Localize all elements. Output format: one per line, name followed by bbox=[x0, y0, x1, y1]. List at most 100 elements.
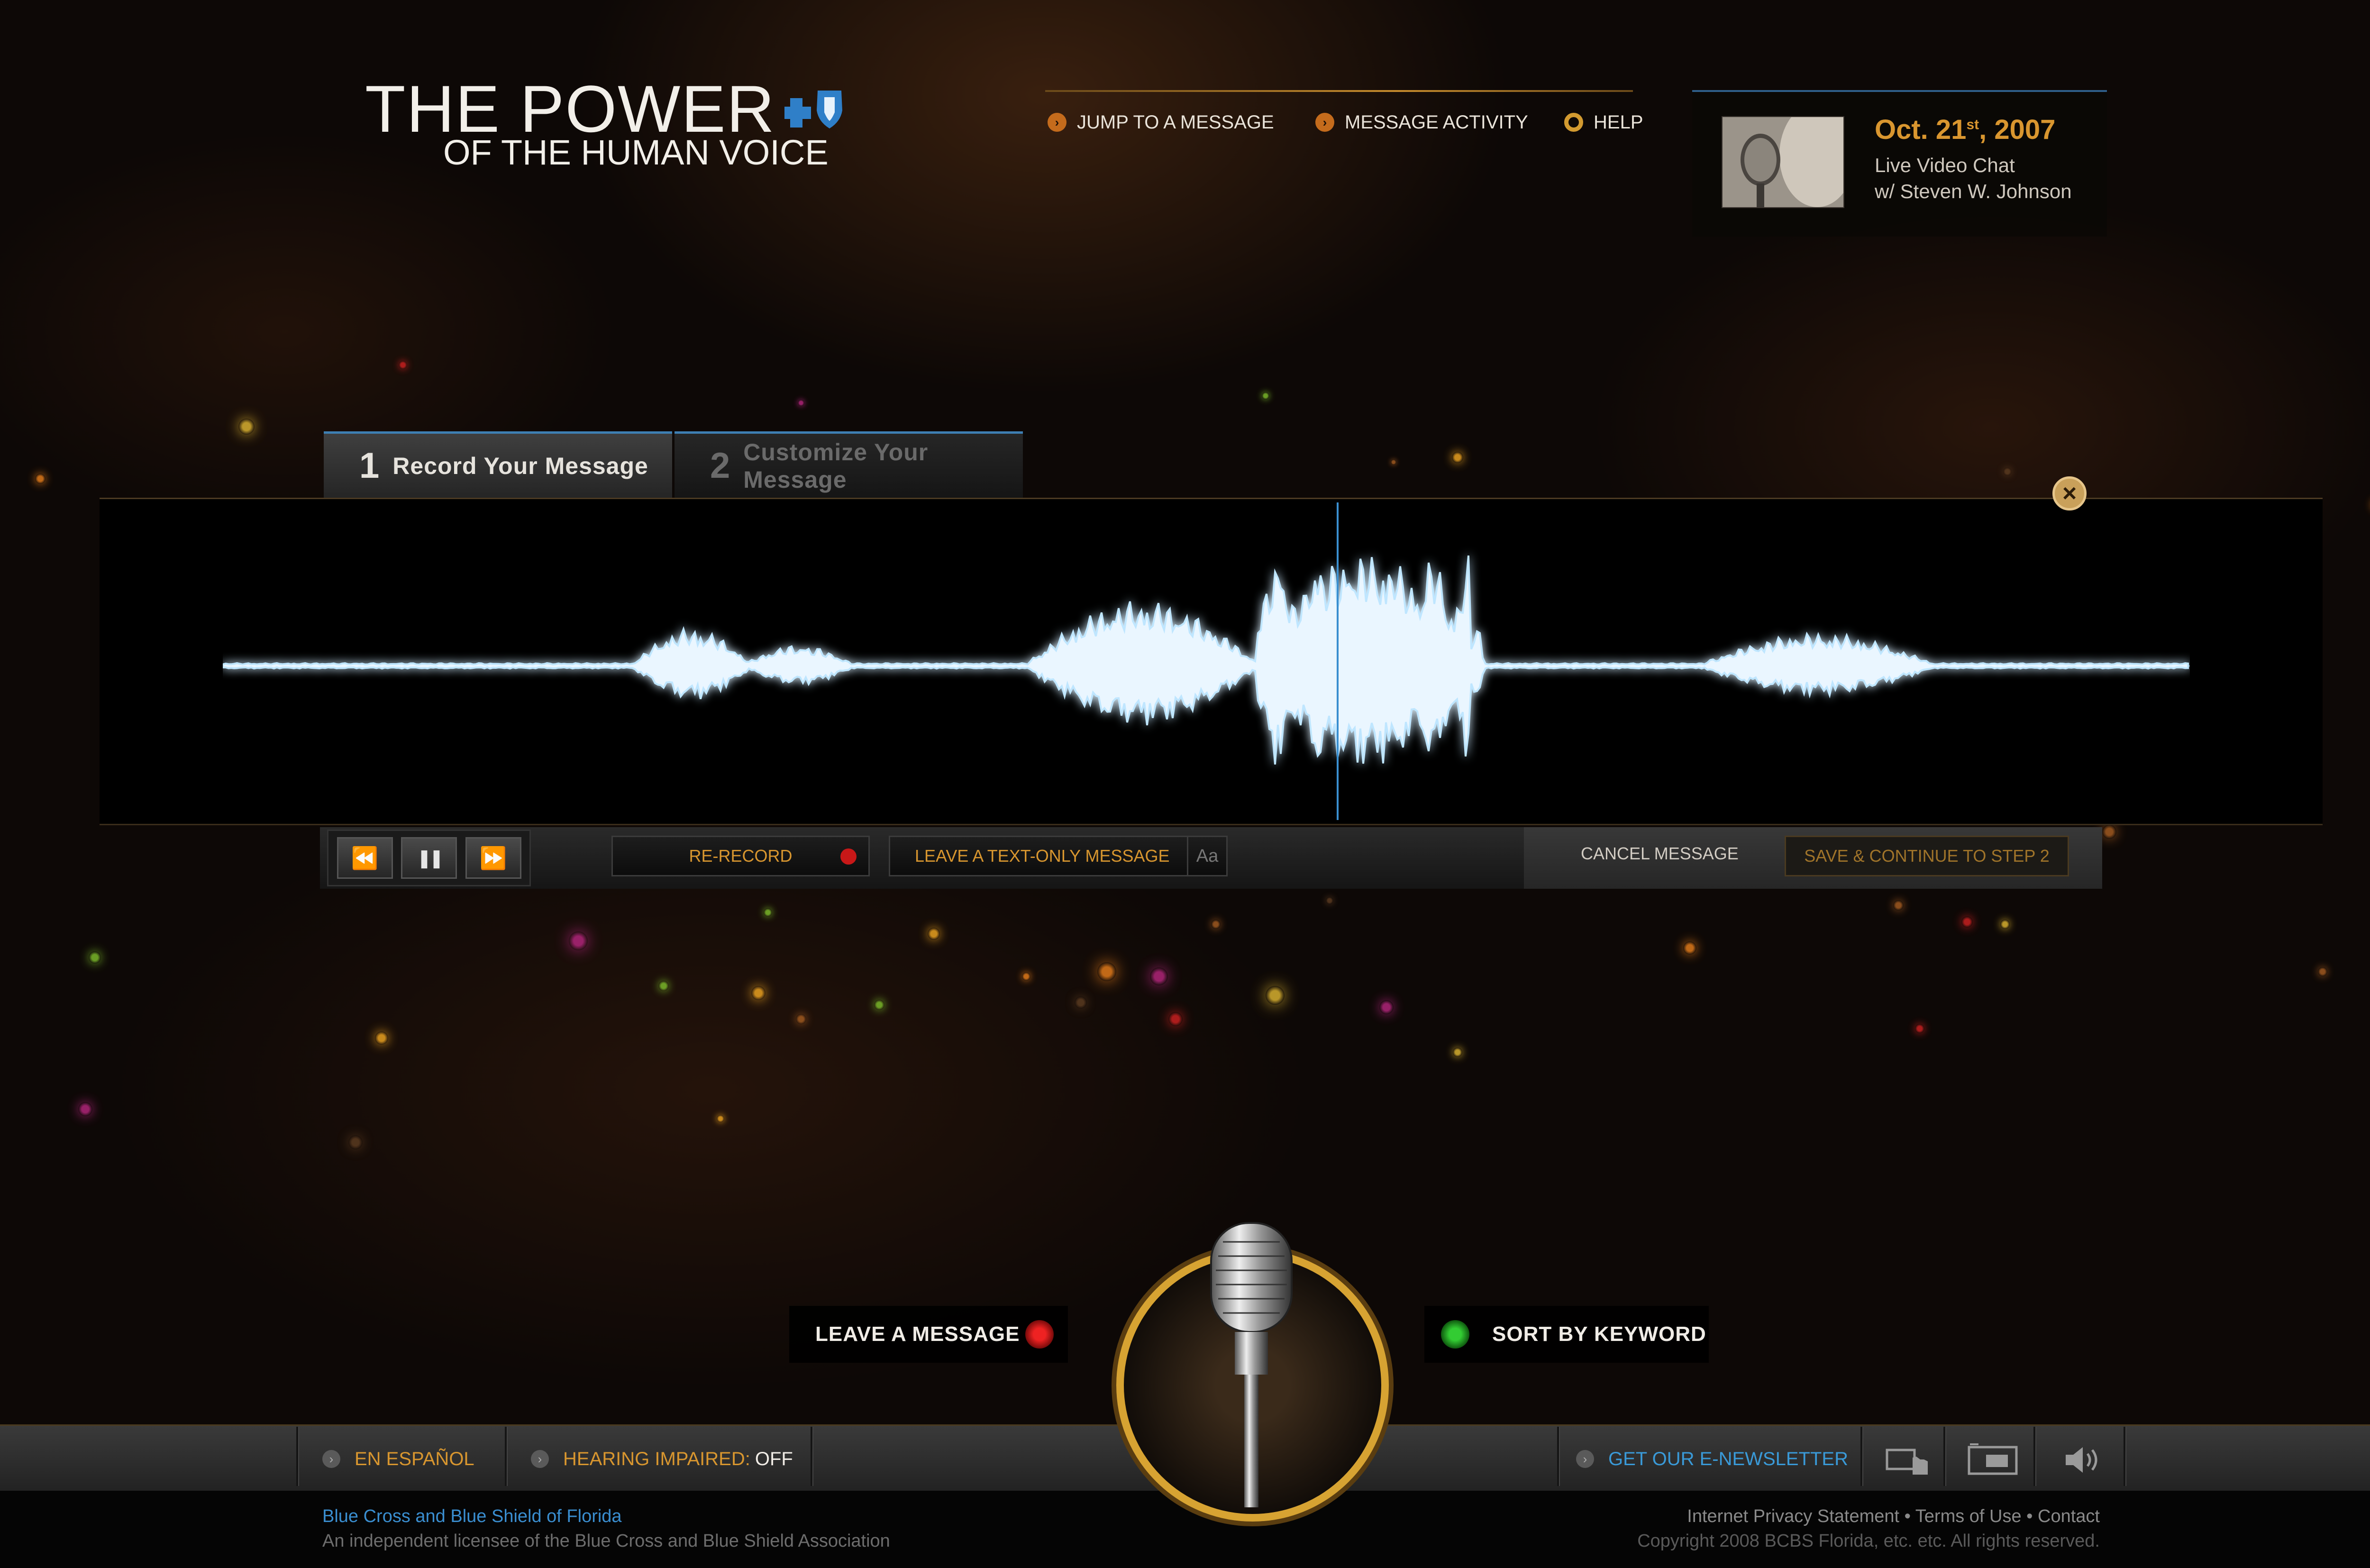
newsletter-label: GET OUR E-NEWSLETTER bbox=[1608, 1448, 1848, 1469]
nav-top-rule bbox=[1045, 90, 1633, 92]
particle bbox=[751, 986, 766, 1000]
tab-customize-message[interactable]: 2 Customize Your Message bbox=[675, 431, 1023, 498]
chevron-right-icon: › bbox=[531, 1450, 549, 1468]
playhead[interactable] bbox=[1337, 502, 1339, 820]
legal-links[interactable]: Internet Privacy Statement • Terms of Us… bbox=[1687, 1506, 2100, 1526]
particle bbox=[2003, 467, 2012, 476]
particle bbox=[1266, 986, 1285, 1005]
particle bbox=[1326, 897, 1333, 904]
particle bbox=[238, 419, 255, 435]
nav-help[interactable]: HELP bbox=[1564, 109, 1643, 136]
transport-controls: ⏪ ❚❚ ⏩ bbox=[327, 830, 531, 886]
pause-icon: ❚❚ bbox=[417, 848, 444, 868]
sort-by-keyword-button[interactable]: SORT BY KEYWORD bbox=[1424, 1306, 1709, 1363]
microphone-icon bbox=[1210, 1222, 1293, 1507]
particle bbox=[764, 908, 772, 917]
particle bbox=[1262, 392, 1269, 400]
fast-forward-icon: ⏩ bbox=[479, 845, 507, 870]
leave-message-label: LEAVE A MESSAGE bbox=[815, 1322, 1020, 1346]
particle bbox=[1097, 962, 1116, 981]
ring-icon bbox=[1564, 113, 1583, 132]
cancel-message-button[interactable]: CANCEL MESSAGE bbox=[1581, 844, 1739, 863]
text-only-message-button[interactable]: LEAVE A TEXT-ONLY MESSAGE Aa bbox=[889, 836, 1228, 876]
speaker-icon[interactable] bbox=[2057, 1441, 2109, 1479]
particle bbox=[1961, 916, 1973, 928]
hearing-impaired-label: HEARING IMPAIRED: bbox=[563, 1448, 750, 1469]
particle bbox=[874, 1000, 884, 1010]
particle bbox=[78, 1102, 92, 1116]
tab-label: Record Your Message bbox=[392, 452, 648, 479]
footer-divider bbox=[811, 1427, 813, 1486]
tab-number: 1 bbox=[359, 446, 380, 486]
particle bbox=[569, 931, 588, 950]
particle bbox=[35, 474, 46, 484]
chevron-right-icon: › bbox=[1048, 113, 1066, 132]
forward-button[interactable]: ⏩ bbox=[465, 837, 521, 879]
footer-divider bbox=[2033, 1427, 2036, 1486]
particle bbox=[1379, 1000, 1394, 1014]
nav-label: HELP bbox=[1594, 111, 1643, 133]
hand-cursor-icon[interactable] bbox=[1882, 1441, 1934, 1479]
nav-label: MESSAGE ACTIVITY bbox=[1345, 111, 1528, 133]
particle bbox=[89, 951, 101, 964]
copyright-text: Copyright 2008 BCBS Florida, etc. etc. A… bbox=[1637, 1531, 2100, 1551]
particle bbox=[1168, 1012, 1183, 1026]
particle bbox=[399, 361, 407, 369]
nav-label: JUMP TO A MESSAGE bbox=[1077, 111, 1274, 133]
particle bbox=[1915, 1024, 1924, 1033]
save-continue-button[interactable]: SAVE & CONTINUE TO STEP 2 bbox=[1785, 836, 2069, 876]
tab-number: 2 bbox=[710, 446, 730, 486]
rewind-icon: ⏪ bbox=[351, 845, 379, 870]
leave-message-button[interactable]: LEAVE A MESSAGE bbox=[789, 1306, 1068, 1363]
espanol-link[interactable]: › EN ESPAÑOL bbox=[322, 1445, 474, 1473]
particle bbox=[2000, 920, 2010, 929]
hearing-impaired-value: OFF bbox=[755, 1448, 793, 1469]
record-dot-icon bbox=[840, 848, 857, 865]
particle bbox=[1683, 941, 1696, 955]
microphone-thumbnail bbox=[1722, 103, 1855, 208]
org-name: Blue Cross and Blue Shield of Florida bbox=[322, 1506, 622, 1526]
particle bbox=[348, 1135, 363, 1149]
event-top-rule bbox=[1692, 90, 2107, 92]
particle bbox=[1022, 972, 1030, 981]
particle bbox=[658, 981, 669, 991]
tab-record-message[interactable]: 1 Record Your Message bbox=[324, 431, 672, 498]
save-continue-label: SAVE & CONTINUE TO STEP 2 bbox=[1804, 846, 2050, 866]
text-only-label: LEAVE A TEXT-ONLY MESSAGE bbox=[915, 846, 1170, 866]
re-record-label: RE-RECORD bbox=[689, 846, 793, 866]
nav-jump-to-message[interactable]: › JUMP TO A MESSAGE bbox=[1048, 109, 1274, 136]
record-dot-icon bbox=[1025, 1320, 1054, 1349]
logo-subtitle: OF THE HUMAN VOICE bbox=[443, 133, 829, 172]
hearing-impaired-toggle[interactable]: › HEARING IMPAIRED: OFF bbox=[531, 1445, 793, 1473]
particle bbox=[1150, 967, 1168, 985]
particle bbox=[1453, 1048, 1462, 1057]
rewind-button[interactable]: ⏪ bbox=[337, 837, 393, 879]
event-host: w/ Steven W. Johnson bbox=[1875, 180, 2072, 202]
footer-divider bbox=[2124, 1427, 2126, 1486]
particle bbox=[796, 1014, 806, 1024]
bcbs-logo-icon bbox=[782, 88, 856, 130]
re-record-button[interactable]: RE-RECORD bbox=[611, 836, 870, 876]
particle bbox=[2318, 967, 2327, 976]
footer-divider bbox=[1943, 1427, 1946, 1486]
chevron-right-icon: › bbox=[322, 1450, 340, 1468]
particle bbox=[928, 928, 940, 940]
event-date: Oct. 21st, 2007 bbox=[1875, 114, 2056, 145]
particle bbox=[1452, 452, 1463, 463]
footer-divider bbox=[296, 1427, 299, 1486]
close-button[interactable]: × bbox=[2052, 476, 2087, 511]
particle bbox=[1211, 920, 1221, 929]
espanol-label: EN ESPAÑOL bbox=[355, 1448, 474, 1469]
particle bbox=[798, 400, 804, 406]
newsletter-link[interactable]: › GET OUR E-NEWSLETTER bbox=[1576, 1445, 1848, 1473]
particle bbox=[717, 1115, 724, 1122]
screen-icon[interactable] bbox=[1967, 1441, 2019, 1479]
particle bbox=[1075, 996, 1087, 1009]
nav-message-activity[interactable]: › MESSAGE ACTIVITY bbox=[1315, 109, 1528, 136]
footer-divider bbox=[505, 1427, 508, 1486]
footer-divider bbox=[1860, 1427, 1863, 1486]
chevron-right-icon: › bbox=[1315, 113, 1334, 132]
text-format-icon: Aa bbox=[1187, 837, 1226, 875]
green-dot-icon bbox=[1441, 1320, 1469, 1349]
pause-button[interactable]: ❚❚ bbox=[401, 837, 457, 879]
